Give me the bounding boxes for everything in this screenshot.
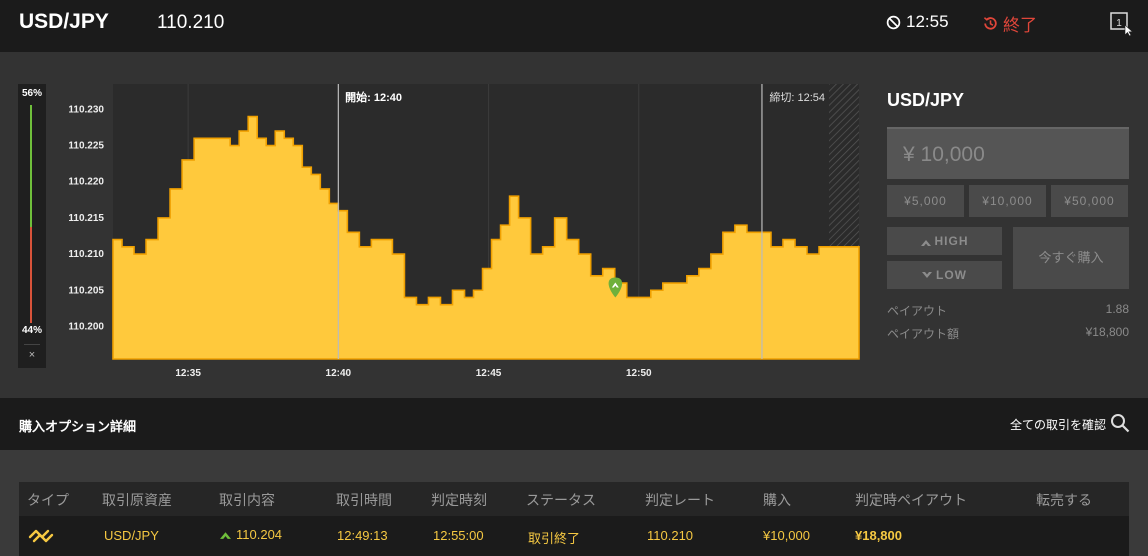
- table-row[interactable]: USD/JPY 110.204 12:49:13 12:55:00 取引終了 1…: [19, 516, 1129, 556]
- preset-5000-button[interactable]: ¥5,000: [887, 185, 964, 217]
- high-button-label: HIGH: [934, 234, 969, 248]
- y-tick-label: 110.200: [68, 321, 104, 332]
- x-tick-label: 12:35: [175, 368, 201, 379]
- top-bar: USD/JPY 110.210 12:55 終了 1: [0, 0, 1148, 52]
- col-asset: 取引原資産: [102, 492, 172, 508]
- y-tick-label: 110.225: [68, 141, 104, 152]
- payout-value: 1.88: [1105, 302, 1129, 316]
- low-ratio-bar: [30, 227, 32, 323]
- x-axis-ticks: 12:35 12:40 12:45 12:50: [175, 368, 652, 379]
- start-time-label: 開始: 12:40: [345, 90, 402, 104]
- no-entry-icon: [886, 15, 901, 29]
- y-tick-label: 110.220: [68, 177, 104, 188]
- col-purchase: 購入: [763, 492, 791, 508]
- row-payout: ¥18,800: [855, 528, 902, 543]
- close-time-label: 締切: 12:54: [769, 90, 825, 104]
- buy-now-button[interactable]: 今すぐ購入: [1013, 227, 1129, 289]
- payout-amount-row: ペイアウト額 ¥18,800: [887, 325, 1129, 342]
- low-button[interactable]: LOW: [887, 261, 1002, 289]
- single-view-cursor-icon[interactable]: 1: [1110, 12, 1134, 36]
- row-trade-time: 12:49:13: [337, 528, 388, 543]
- high-ratio-bar: [30, 105, 32, 228]
- y-tick-label: 110.230: [68, 104, 104, 115]
- y-tick-label: 110.215: [68, 213, 104, 224]
- row-purchase: ¥10,000: [763, 528, 810, 543]
- col-status: ステータス: [526, 492, 596, 508]
- clock-time: 12:55: [906, 12, 949, 31]
- highlow-type-icon: [28, 529, 54, 543]
- view-all-trades-link[interactable]: 全ての取引を確認: [1010, 418, 1107, 432]
- low-percentage: 44%: [21, 325, 42, 336]
- x-tick-label: 12:40: [326, 368, 352, 379]
- amount-input[interactable]: ¥ 10,000: [887, 127, 1129, 179]
- col-resell: 転売する: [1036, 492, 1092, 508]
- x-tick-label: 12:50: [626, 368, 652, 379]
- y-tick-label: 110.210: [68, 249, 104, 260]
- price-chart: 110.230 110.225 110.220 110.215 110.210 110.2…: [58, 84, 860, 384]
- marker-arrow: [611, 282, 619, 288]
- col-trade-time: 取引時間: [336, 492, 392, 508]
- down-arrow-icon: [922, 271, 932, 278]
- entry-marker-icon[interactable]: [608, 277, 623, 298]
- end-status[interactable]: 終了: [982, 11, 1037, 36]
- gauge-divider: [24, 344, 40, 345]
- high-arrow-icon: [220, 532, 231, 539]
- chart-svg: 110.230 110.225 110.220 110.215 110.210 110.2…: [68, 84, 860, 379]
- y-tick-label: 110.205: [68, 285, 104, 296]
- period-lines: [337, 84, 763, 359]
- preset-50000-button[interactable]: ¥50,000: [1051, 185, 1128, 217]
- payout-amount-value: ¥18,800: [1085, 325, 1129, 339]
- low-button-label: LOW: [936, 268, 967, 282]
- sentiment-gauge: 56% 44% ×: [18, 84, 46, 368]
- history-icon: [983, 17, 997, 30]
- col-content: 取引内容: [219, 492, 275, 508]
- payout-amount-label: ペイアウト額: [887, 327, 960, 341]
- row-content: 110.204: [220, 527, 282, 542]
- amount-placeholder: ¥ 10,000: [903, 143, 985, 166]
- col-judge-time: 判定時刻: [431, 492, 487, 508]
- preset-10000-button[interactable]: ¥10,000: [969, 185, 1046, 217]
- row-status: 取引終了: [528, 531, 581, 546]
- y-axis-ticks: 110.230 110.225 110.220 110.215 110.210 110.2…: [68, 104, 104, 332]
- high-button[interactable]: HIGH: [887, 227, 1002, 255]
- row-judge-time: 12:55:00: [433, 528, 484, 543]
- price-area: [112, 115, 860, 360]
- row-asset: USD/JPY: [104, 528, 159, 543]
- svg-text:1: 1: [1116, 18, 1122, 29]
- payout-label: ペイアウト: [887, 304, 948, 318]
- end-status-label: 終了: [1003, 16, 1037, 35]
- clock: 12:55: [886, 12, 949, 32]
- current-price: 110.210: [157, 12, 225, 33]
- marker-pin: [608, 277, 623, 298]
- payout-row: ペイアウト 1.88: [887, 302, 1129, 319]
- asset-title: USD/JPY: [19, 10, 109, 33]
- close-gauge-icon[interactable]: ×: [28, 349, 36, 361]
- high-percentage: 56%: [21, 88, 42, 99]
- col-type: タイプ: [27, 492, 69, 508]
- col-payout: 判定時ペイアウト: [855, 492, 967, 508]
- x-tick-label: 12:45: [476, 368, 502, 379]
- up-arrow-icon: [920, 239, 931, 246]
- row-content-rate: 110.204: [236, 527, 283, 542]
- table-header: タイプ 取引原資産 取引内容 取引時間 判定時刻 ステータス 判定レート 購入 …: [19, 482, 1129, 516]
- trade-panel-title: USD/JPY: [887, 90, 965, 110]
- purchase-details-bar: 購入オプション詳細 全ての取引を確認: [0, 398, 1148, 450]
- row-judge-rate: 110.210: [647, 528, 694, 543]
- purchase-details-label: 購入オプション詳細: [19, 419, 137, 434]
- search-icon[interactable]: [1110, 413, 1130, 433]
- col-judge-rate: 判定レート: [645, 492, 715, 508]
